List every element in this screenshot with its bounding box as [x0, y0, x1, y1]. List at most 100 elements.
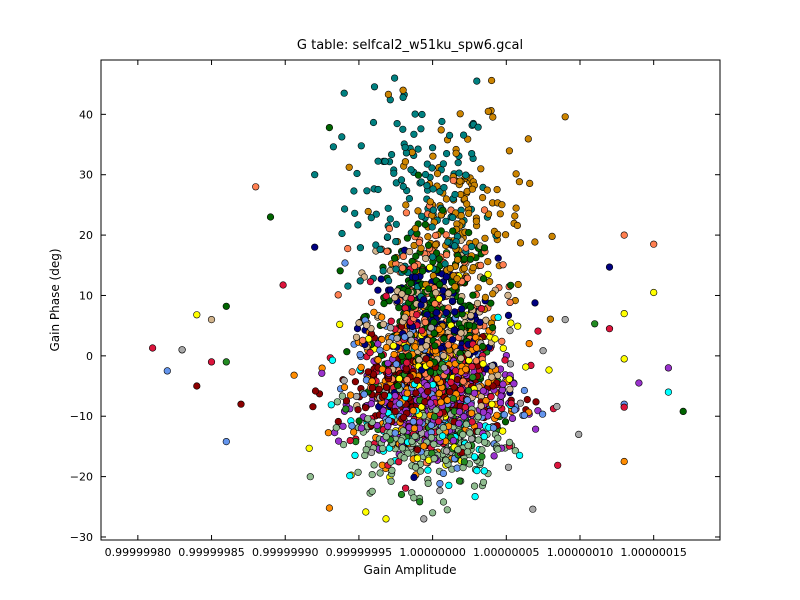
data-point-series-8	[400, 413, 408, 421]
data-point-series-2	[484, 258, 492, 266]
data-point-series-14	[348, 422, 356, 430]
data-point-series-2	[505, 147, 514, 155]
data-point-series-4	[494, 254, 502, 262]
data-point-series-6	[488, 373, 496, 381]
data-point-series-4	[374, 286, 382, 294]
data-point-series-12	[620, 310, 628, 318]
data-point-series-3	[398, 352, 406, 360]
data-point-series-4	[386, 286, 395, 294]
data-point-series-10	[474, 413, 482, 421]
data-point-series-12	[522, 363, 530, 371]
data-point-series-14	[391, 429, 399, 437]
data-point-series-5	[431, 300, 439, 308]
data-point-series-10	[462, 420, 470, 428]
data-point-series-16	[342, 405, 350, 413]
data-point-series-3	[489, 324, 497, 332]
data-point-series-1	[370, 83, 379, 91]
data-point-series-3	[435, 255, 443, 263]
data-point-series-10	[387, 477, 395, 485]
data-point-series-16	[416, 498, 424, 506]
data-point-series-5	[398, 264, 407, 272]
data-point-series-7	[357, 363, 365, 371]
data-point-series-3	[405, 352, 413, 360]
data-point-series-4	[411, 273, 420, 282]
data-point-series-10	[368, 471, 376, 479]
data-point-series-5	[480, 206, 489, 214]
data-point-series-2	[531, 238, 539, 246]
x-tick-label: 0.99999990	[252, 546, 318, 559]
data-point-series-2	[546, 315, 555, 323]
data-point-series-10	[430, 440, 438, 448]
data-point-series-15	[504, 463, 513, 471]
data-point-series-10	[443, 506, 451, 514]
data-point-series-2	[548, 232, 556, 240]
data-point-series-3	[480, 244, 489, 252]
data-point-series-2	[451, 283, 459, 291]
data-point-series-10	[397, 437, 405, 445]
data-point-series-5	[399, 252, 408, 260]
data-point-series-9	[374, 340, 382, 348]
data-point-series-7	[493, 411, 501, 419]
data-point-series-3	[325, 123, 334, 132]
data-point-series-1	[441, 260, 449, 268]
data-point-series-1	[468, 150, 476, 158]
data-point-series-5	[385, 225, 394, 233]
data-point-series-10	[410, 494, 418, 502]
data-point-series-10	[459, 464, 467, 472]
data-point-series-12	[389, 342, 398, 350]
data-point-series-1	[399, 125, 407, 133]
data-point-series-6	[363, 321, 371, 329]
plot-frame	[100, 59, 721, 541]
data-point-series-2	[472, 217, 481, 225]
data-point-series-11	[487, 393, 495, 401]
data-point-series-5	[443, 251, 451, 259]
data-point-series-8	[311, 387, 320, 395]
data-point-series-13	[515, 451, 524, 460]
data-point-series-6	[477, 402, 485, 410]
data-point-series-12	[488, 400, 496, 408]
data-point-series-16	[397, 490, 406, 499]
data-point-series-2	[498, 201, 506, 209]
data-point-series-10	[398, 444, 407, 452]
data-point-series-2	[474, 284, 482, 292]
data-point-series-9	[449, 437, 458, 445]
data-point-series-10	[479, 478, 488, 486]
data-point-series-2	[432, 241, 440, 249]
data-point-series-11	[507, 399, 515, 408]
data-point-series-9	[510, 380, 518, 388]
data-point-series-10	[362, 446, 370, 454]
data-point-series-1	[376, 245, 384, 253]
data-point-series-2	[426, 198, 434, 206]
data-point-series-7	[426, 360, 434, 368]
data-point-series-12	[395, 375, 403, 383]
data-point-series-3	[465, 321, 474, 329]
data-point-series-6	[406, 248, 414, 256]
data-point-series-5	[650, 240, 658, 248]
data-point-series-12	[491, 335, 499, 343]
data-point-series-10	[388, 466, 396, 475]
data-point-series-7	[378, 365, 387, 373]
data-point-series-6	[506, 385, 514, 393]
data-point-series-5	[506, 298, 514, 307]
data-point-series-5	[252, 183, 260, 191]
data-point-series-1	[338, 229, 346, 238]
data-point-series-4	[605, 263, 614, 271]
data-point-series-5	[359, 336, 367, 345]
data-point-series-15	[393, 334, 401, 343]
data-point-series-1	[417, 178, 425, 186]
data-point-series-12	[426, 263, 434, 272]
data-point-series-15	[352, 392, 361, 401]
data-point-series-14	[396, 400, 404, 408]
data-point-series-2	[515, 178, 524, 186]
data-point-series-4	[531, 299, 539, 307]
data-point-series-10	[474, 436, 483, 444]
data-point-series-7	[462, 365, 470, 373]
data-point-series-10	[464, 442, 472, 450]
data-point-series-14	[401, 333, 409, 341]
data-point-series-10	[430, 454, 438, 463]
data-point-series-2	[511, 212, 519, 220]
data-point-series-9	[416, 418, 424, 426]
data-point-series-5	[463, 274, 472, 282]
data-point-series-2	[442, 195, 451, 203]
data-point-series-5	[410, 262, 419, 270]
